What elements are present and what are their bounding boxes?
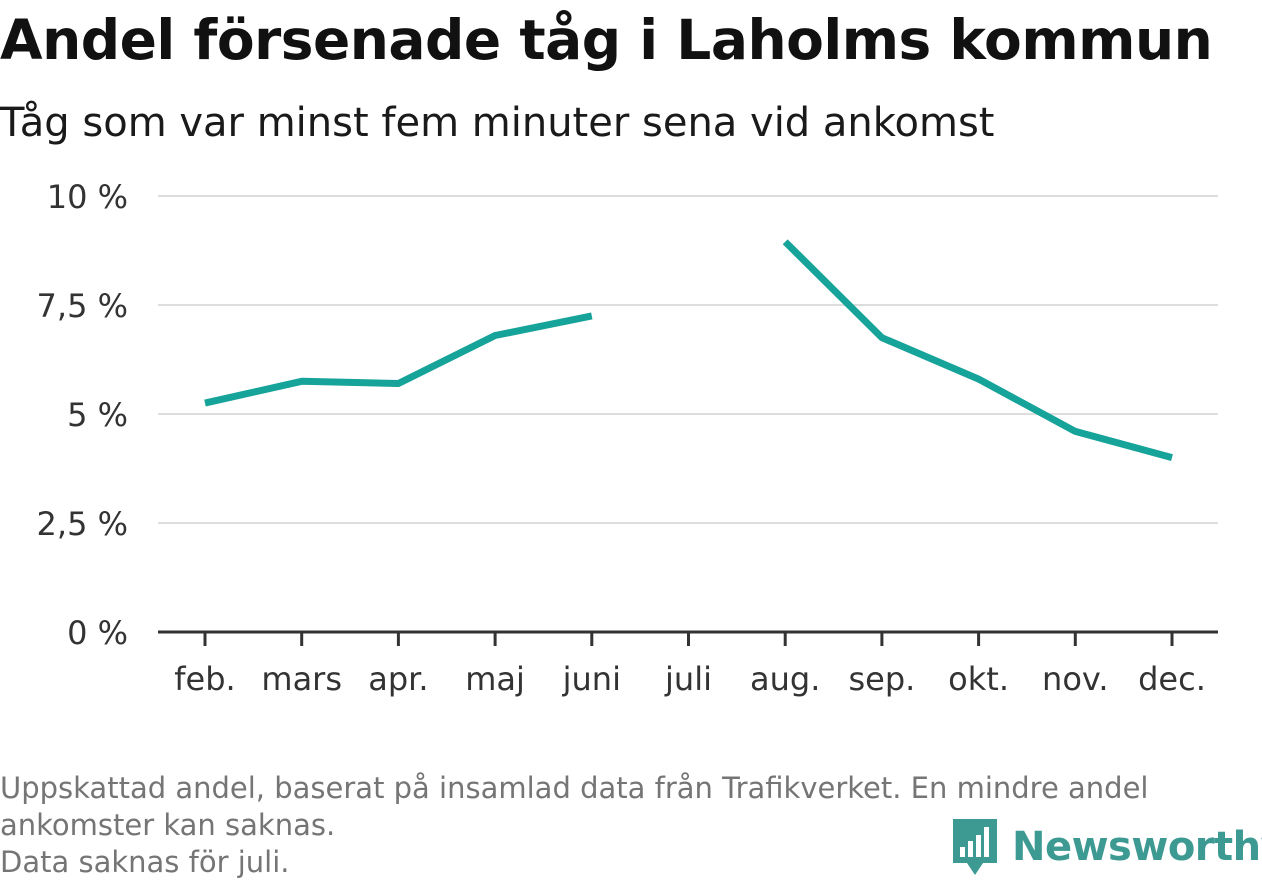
series-line — [782, 239, 1173, 461]
y-tick-label: 2,5 % — [37, 505, 128, 543]
x-tick-label: feb. — [174, 660, 235, 698]
chart-footnote: Uppskattad andel, baserat på insamlad da… — [0, 770, 1250, 881]
chart-title: Andel försenade tåg i Laholms kommun — [0, 8, 1213, 72]
y-tick-label: 7,5 % — [37, 287, 128, 325]
y-tick-label: 10 % — [47, 178, 128, 216]
brand-name: Newsworthy — [1012, 824, 1262, 870]
footnote-line-2: ankomster kan saknas. — [0, 808, 336, 842]
x-tick-label: sep. — [848, 660, 915, 698]
x-tick-label: nov. — [1042, 660, 1108, 698]
x-tick-label: mars — [261, 660, 342, 698]
x-tick-label: apr. — [368, 660, 428, 698]
x-tick-label: juli — [664, 660, 712, 698]
x-tick-label: aug. — [750, 660, 820, 698]
y-tick-label: 0 % — [67, 614, 128, 652]
x-tick-label: dec. — [1138, 660, 1206, 698]
newsworthy-logo-icon — [953, 819, 997, 875]
newsworthy-brand[interactable]: Newsworthy — [950, 817, 1262, 877]
line-chart: 0 % 2,5 % 5 % 7,5 % 10 % feb. mars apr. maj juni j… — [37, 178, 1218, 698]
y-tick-label: 5 % — [67, 396, 128, 434]
series-line — [204, 312, 593, 407]
x-tick-label: maj — [465, 660, 525, 698]
footnote-line-3: Data saknas för juli. — [0, 845, 290, 879]
footnote-line-1: Uppskattad andel, baserat på insamlad da… — [0, 771, 1149, 805]
x-tick-label: okt. — [948, 660, 1009, 698]
x-tick-label: juni — [562, 660, 621, 698]
chart-subtitle: Tåg som var minst fem minuter sena vid a… — [0, 100, 995, 146]
